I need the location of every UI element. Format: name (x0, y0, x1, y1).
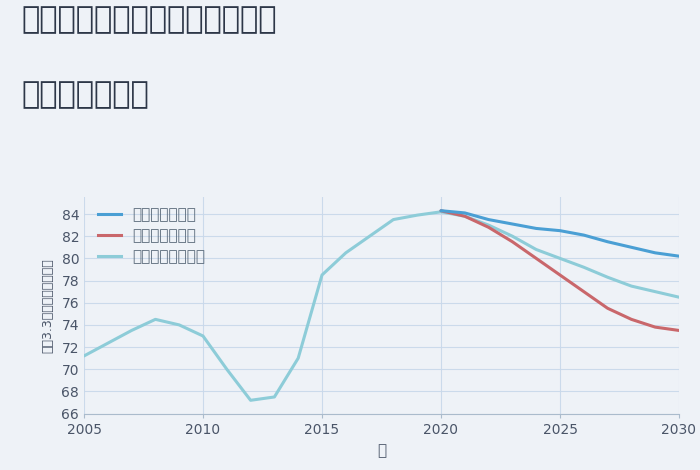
ノーマルシナリオ (342, 250, 350, 256)
ノーマルシナリオ (80, 353, 88, 359)
バッドシナリオ (484, 225, 493, 230)
ノーマルシナリオ (508, 234, 517, 239)
Line: バッドシナリオ: バッドシナリオ (441, 211, 679, 330)
ノーマルシナリオ (580, 265, 588, 270)
バッドシナリオ (651, 324, 659, 330)
Line: グッドシナリオ: グッドシナリオ (441, 211, 679, 256)
バッドシナリオ (603, 306, 612, 311)
ノーマルシナリオ (627, 283, 636, 289)
グッドシナリオ (627, 244, 636, 250)
ノーマルシナリオ (223, 367, 231, 372)
ノーマルシナリオ (437, 209, 445, 215)
ノーマルシナリオ (603, 274, 612, 280)
ノーマルシナリオ (556, 256, 564, 261)
バッドシナリオ (627, 316, 636, 322)
ノーマルシナリオ (246, 398, 255, 403)
ノーマルシナリオ (127, 328, 136, 333)
ノーマルシナリオ (270, 394, 279, 400)
バッドシナリオ (556, 272, 564, 278)
グッドシナリオ (556, 228, 564, 234)
ノーマルシナリオ (675, 294, 683, 300)
ノーマルシナリオ (484, 222, 493, 228)
グッドシナリオ (603, 239, 612, 244)
ノーマルシナリオ (318, 272, 326, 278)
バッドシナリオ (532, 256, 540, 261)
バッドシナリオ (675, 328, 683, 333)
グッドシナリオ (484, 217, 493, 222)
Text: 土地の価格推移: 土地の価格推移 (21, 80, 148, 109)
ノーマルシナリオ (413, 212, 421, 218)
グッドシナリオ (508, 221, 517, 227)
グッドシナリオ (580, 232, 588, 238)
ノーマルシナリオ (151, 316, 160, 322)
グッドシナリオ (675, 253, 683, 259)
バッドシナリオ (461, 213, 469, 219)
グッドシナリオ (532, 226, 540, 231)
Y-axis label: 坪（3.3㎡）単価（万円）: 坪（3.3㎡）単価（万円） (41, 258, 55, 353)
Legend: グッドシナリオ, バッドシナリオ, ノーマルシナリオ: グッドシナリオ, バッドシナリオ, ノーマルシナリオ (97, 207, 206, 265)
ノーマルシナリオ (389, 217, 398, 222)
グッドシナリオ (437, 208, 445, 213)
X-axis label: 年: 年 (377, 444, 386, 459)
バッドシナリオ (580, 289, 588, 295)
グッドシナリオ (461, 210, 469, 216)
ノーマルシナリオ (532, 247, 540, 252)
グッドシナリオ (651, 250, 659, 256)
ノーマルシナリオ (365, 234, 374, 239)
ノーマルシナリオ (199, 333, 207, 339)
Line: ノーマルシナリオ: ノーマルシナリオ (84, 212, 679, 400)
ノーマルシナリオ (461, 213, 469, 219)
ノーマルシナリオ (175, 322, 183, 328)
バッドシナリオ (437, 208, 445, 213)
ノーマルシナリオ (294, 355, 302, 361)
ノーマルシナリオ (651, 289, 659, 295)
Text: 愛知県名古屋市昭和区永金町の: 愛知県名古屋市昭和区永金町の (21, 5, 276, 34)
バッドシナリオ (508, 239, 517, 244)
